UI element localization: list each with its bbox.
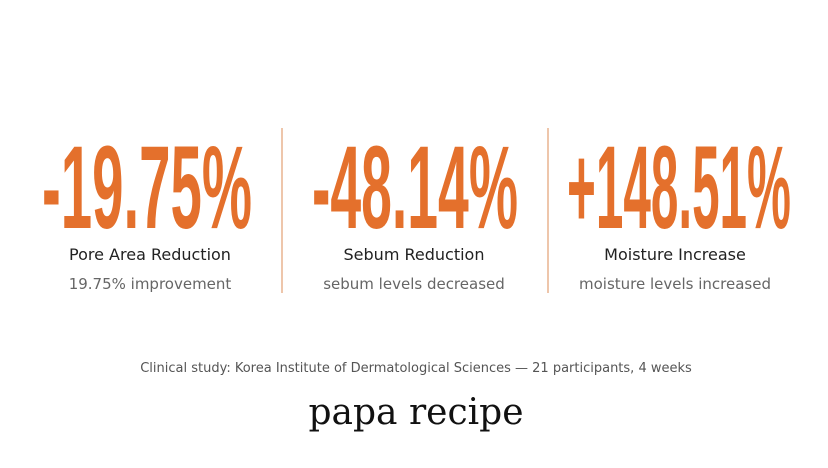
brand-logo: papa recipe	[309, 392, 524, 433]
stat-detail: sebum levels decreased	[323, 275, 505, 293]
stat-label: Sebum Reduction	[344, 245, 485, 264]
stat-label: Pore Area Reduction	[69, 245, 231, 264]
stat-value: -48.14%	[312, 122, 518, 254]
stat-detail: 19.75% improvement	[69, 275, 232, 293]
stat-detail: moisture levels increased	[579, 275, 771, 293]
stat-value: +148.51%	[567, 122, 791, 254]
stat-label: Moisture Increase	[604, 245, 746, 264]
stat-value: -19.75%	[42, 122, 252, 254]
footnote: Clinical study: Korea Institute of Derma…	[140, 361, 692, 376]
